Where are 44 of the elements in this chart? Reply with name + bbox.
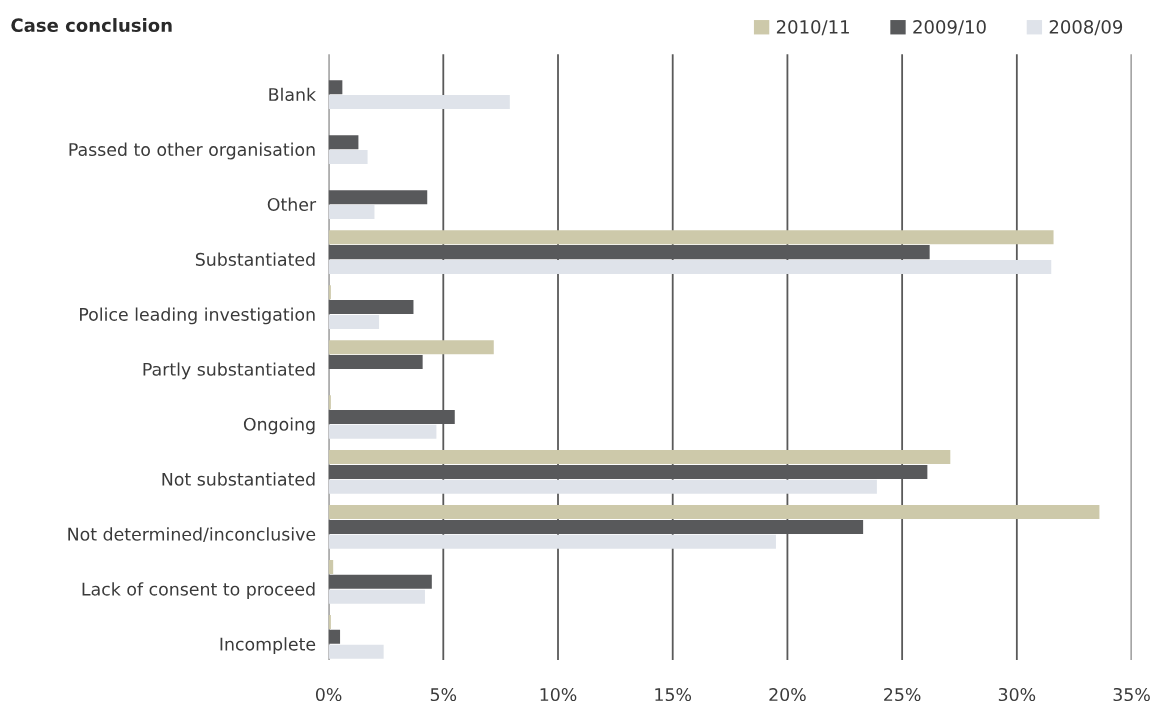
y-tick-label: Ongoing: [243, 417, 315, 435]
y-tick-label: Partly substantiated: [143, 362, 315, 380]
bar: [328, 150, 368, 165]
bar: [328, 230, 1054, 245]
y-tick-label: Not substantiated: [162, 472, 315, 486]
legend-label: 2008/09: [1049, 20, 1123, 36]
bar: [328, 629, 341, 644]
bar: [328, 300, 414, 315]
bar: [328, 205, 375, 220]
bar: [328, 424, 437, 439]
bar: [328, 644, 384, 659]
bar: [328, 450, 951, 465]
bar: [328, 135, 359, 150]
x-tick-label: 30%: [998, 687, 1036, 702]
bar: [328, 355, 423, 370]
y-tick-label: Passed to other organisation: [69, 142, 315, 160]
bar: [328, 505, 1100, 520]
bar: [328, 340, 494, 355]
x-tick-label: 20%: [769, 687, 806, 702]
bar: [328, 259, 1052, 274]
bar: [328, 479, 877, 494]
legend-label: 2010/11: [776, 20, 849, 36]
bar: [328, 534, 776, 549]
y-tick-label: Substantiated: [195, 252, 315, 266]
y-tick-label: Incomplete: [220, 637, 316, 655]
x-tick-label: 35%: [1113, 687, 1150, 702]
y-tick-label: Other: [267, 197, 317, 212]
x-tick-label: 25%: [884, 687, 921, 702]
x-tick-label: 10%: [540, 687, 577, 702]
x-tick-label: 0%: [315, 687, 342, 702]
legend-label: 2009/10: [913, 20, 986, 36]
y-tick-label: Blank: [269, 87, 317, 102]
bar: [328, 589, 425, 604]
text: Case conclusion: [11, 18, 172, 33]
bar: [328, 80, 343, 95]
bar: [328, 95, 510, 110]
x-tick-label: 15%: [655, 687, 692, 702]
bar: [328, 314, 380, 329]
y-tick-label: Lack of consent to proceed: [82, 582, 315, 600]
bar: [328, 190, 428, 205]
y-tick-label: Police leading investigation: [80, 307, 315, 325]
x-tick-label: 5%: [430, 687, 457, 702]
bar: [328, 574, 432, 589]
y-tick-label: Not determined/inconclusive: [68, 527, 316, 543]
